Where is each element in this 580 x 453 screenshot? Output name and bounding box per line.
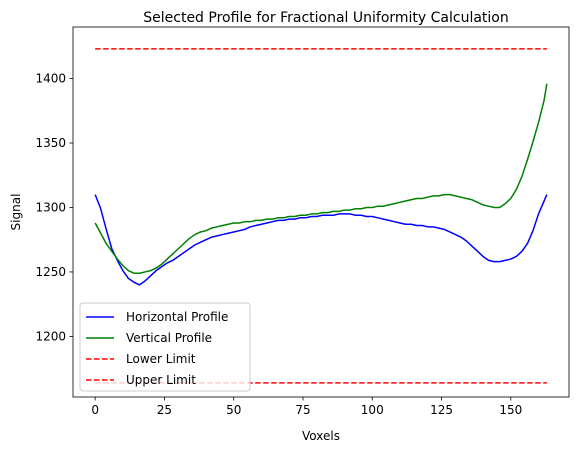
- x-tick-label: 100: [361, 403, 384, 417]
- x-tick-label: 0: [91, 403, 99, 417]
- legend-label: Lower Limit: [126, 352, 196, 366]
- legend-label: Vertical Profile: [126, 331, 212, 345]
- legend-label: Horizontal Profile: [126, 310, 228, 324]
- x-tick-label: 75: [295, 403, 310, 417]
- y-tick-label: 1350: [35, 136, 66, 150]
- y-tick-label: 1400: [35, 72, 66, 86]
- y-tick-label: 1200: [35, 329, 66, 343]
- x-axis-label: Voxels: [302, 429, 340, 443]
- y-tick-label: 1250: [35, 265, 66, 279]
- legend-label: Upper Limit: [126, 373, 196, 387]
- x-tick-label: 150: [499, 403, 522, 417]
- x-tick-label: 125: [430, 403, 453, 417]
- y-axis-label: Signal: [9, 194, 23, 231]
- x-tick-label: 25: [157, 403, 172, 417]
- x-tick-label: 50: [226, 403, 241, 417]
- chart-title: Selected Profile for Fractional Uniformi…: [143, 10, 509, 26]
- legend: Horizontal Profile Vertical Profile Lower …: [80, 303, 250, 391]
- y-tick-label: 1300: [35, 200, 66, 214]
